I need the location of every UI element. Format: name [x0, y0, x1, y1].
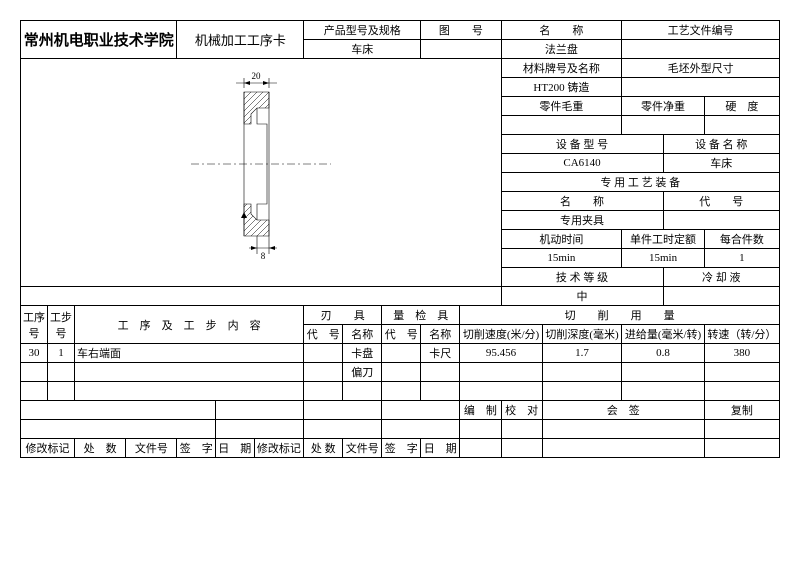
drawing-area: 20 8: [21, 59, 502, 287]
table-row: 偏刀: [21, 363, 780, 382]
fixture: 专用夹具: [501, 211, 663, 230]
machine: 车床: [304, 40, 421, 59]
gauge-h: 量 检 具: [382, 306, 460, 325]
hard-h: 硬 度: [704, 97, 779, 116]
unit: 15min: [622, 249, 705, 268]
batch: 1: [704, 249, 779, 268]
c-name-h: 名称: [343, 325, 382, 344]
cool: [663, 287, 779, 306]
code2-h: 代 号: [663, 192, 779, 211]
rev-file: 文件号: [126, 439, 177, 458]
tooling-h: 专 用 工 艺 装 备: [501, 173, 779, 192]
foot-blank4: [382, 401, 460, 420]
dev-name: 车床: [663, 154, 779, 173]
school: 常州机电职业技术学院: [21, 21, 177, 59]
dev-model-h: 设 备 型 号: [501, 135, 663, 154]
mat-v: HT200 铸造: [501, 78, 622, 97]
table-row: 30 1 车右端面 卡盘 卡尺 95.456 1.7 0.8 380: [21, 344, 780, 363]
rev-mark: 修改标记: [21, 439, 75, 458]
part-drawing-icon: 20 8: [171, 64, 351, 264]
mtime-h: 机动时间: [501, 230, 622, 249]
copy: 复制: [704, 401, 779, 420]
compile: 编 制: [460, 401, 501, 420]
foot-blank3: [304, 401, 382, 420]
unit-h: 单件工时定额: [622, 230, 705, 249]
blank-v: [622, 78, 780, 97]
rev-cnt: 处 数: [75, 439, 126, 458]
docnum-v: [622, 40, 780, 59]
g-name-h: 名称: [421, 325, 460, 344]
c-code-h: 代 号: [304, 325, 343, 344]
svg-text:20: 20: [251, 71, 261, 81]
depth-h: 切削深度(毫米): [542, 325, 621, 344]
dev-name-h: 设 备 名 称: [663, 135, 779, 154]
sign: 会 签: [542, 401, 704, 420]
tech: 中: [501, 287, 663, 306]
gross-v: [501, 116, 622, 135]
batch-h: 每合件数: [704, 230, 779, 249]
net-h: 零件净重: [622, 97, 705, 116]
step-h: 工步号: [48, 306, 75, 344]
drawing-h: 图 号: [421, 21, 501, 40]
feed-h: 进给量(毫米/转): [622, 325, 705, 344]
hard-v: [704, 116, 779, 135]
check: 校 对: [501, 401, 542, 420]
card-title: 机械加工工序卡: [177, 21, 304, 59]
svg-text:8: 8: [261, 251, 266, 261]
rev-date: 日 期: [216, 439, 255, 458]
cutter-h: 刃 具: [304, 306, 382, 325]
rpm-h: 转速（转/分）: [704, 325, 779, 344]
part: 法兰盘: [501, 40, 622, 59]
name2-h: 名 称: [501, 192, 663, 211]
name-h: 名 称: [501, 21, 622, 40]
cut-h: 切 削 用 量: [460, 306, 780, 325]
rev-sig2: 签 字: [382, 439, 421, 458]
blank-h: 毛坯外型尺寸: [622, 59, 780, 78]
mat-h: 材料牌号及名称: [501, 59, 622, 78]
rev-date2: 日 期: [421, 439, 460, 458]
net-v: [622, 116, 705, 135]
content-h: 工 序 及 工 步 内 容: [75, 306, 304, 344]
fixture-code: [663, 211, 779, 230]
docnum-h: 工艺文件编号: [622, 21, 780, 40]
drawing-v: [421, 40, 501, 59]
prod-spec-h: 产品型号及规格: [304, 21, 421, 40]
rev-cnt2: 处 数: [304, 439, 343, 458]
spare-row: [21, 287, 502, 306]
rev-sig: 签 字: [177, 439, 216, 458]
tech-h: 技 术 等 级: [501, 268, 663, 287]
foot-blank: [21, 401, 216, 420]
speed-h: 切削速度(米/分): [460, 325, 543, 344]
seq-h: 工序号: [21, 306, 48, 344]
rev-file2: 文件号: [343, 439, 382, 458]
dev-model: CA6140: [501, 154, 663, 173]
mtime: 15min: [501, 249, 622, 268]
rev-mark2: 修改标记: [254, 439, 304, 458]
cool-h: 冷 却 液: [663, 268, 779, 287]
table-row: [21, 382, 780, 401]
g-code-h: 代 号: [382, 325, 421, 344]
gross-h: 零件毛重: [501, 97, 622, 116]
foot-blank2: [216, 401, 304, 420]
